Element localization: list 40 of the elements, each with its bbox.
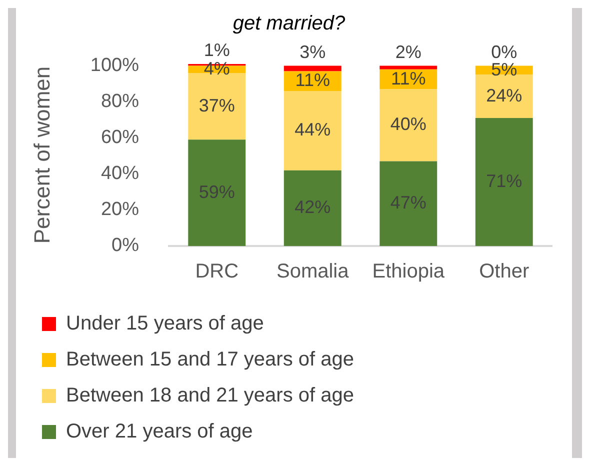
- y-tick-label: 60%: [100, 127, 140, 148]
- data-label: 1%: [204, 40, 230, 60]
- bar: [475, 74, 533, 118]
- data-label: 59%: [198, 182, 235, 202]
- data-label: 42%: [294, 197, 331, 218]
- data-label: 2%: [395, 42, 422, 62]
- bar: [475, 118, 533, 246]
- x-tick-label: Somalia: [276, 260, 350, 283]
- legend-label: Between 18 and 21 years of age: [66, 384, 354, 407]
- legend-label: Between 15 and 17 years of age: [66, 348, 354, 371]
- legend-label: Over 21 years of age: [66, 420, 253, 443]
- data-label: 11%: [295, 70, 330, 90]
- data-label: 47%: [390, 192, 426, 213]
- data-label: 44%: [294, 120, 331, 140]
- data-label: 40%: [390, 114, 426, 134]
- bar: [284, 170, 342, 246]
- x-tick-label: Other: [479, 260, 530, 283]
- data-label: 37%: [198, 95, 235, 116]
- chart-title: get married?: [232, 12, 346, 35]
- x-tick-label: DRC: [195, 260, 239, 283]
- bar: [380, 161, 438, 246]
- bar: [188, 73, 246, 140]
- bar: [284, 91, 342, 170]
- y-tick-label: 80%: [100, 91, 140, 112]
- y-tick-label: 20%: [100, 199, 140, 220]
- data-label: 0%: [491, 42, 518, 62]
- y-axis-title: Percent of women: [29, 66, 54, 244]
- data-label: 3%: [300, 42, 326, 62]
- data-label: 11%: [391, 68, 426, 88]
- data-label: 24%: [486, 85, 522, 106]
- bar: [380, 89, 438, 162]
- data-label: 71%: [486, 171, 522, 191]
- y-tick-label: 40%: [100, 163, 140, 184]
- x-tick-label: Ethiopia: [372, 260, 446, 283]
- y-tick-label: 100%: [90, 55, 140, 76]
- bar: [380, 66, 438, 70]
- bar: [284, 66, 342, 72]
- bar: [188, 140, 246, 246]
- y-tick-label: 0%: [112, 235, 140, 256]
- legend-label: Under 15 years of age: [66, 312, 264, 335]
